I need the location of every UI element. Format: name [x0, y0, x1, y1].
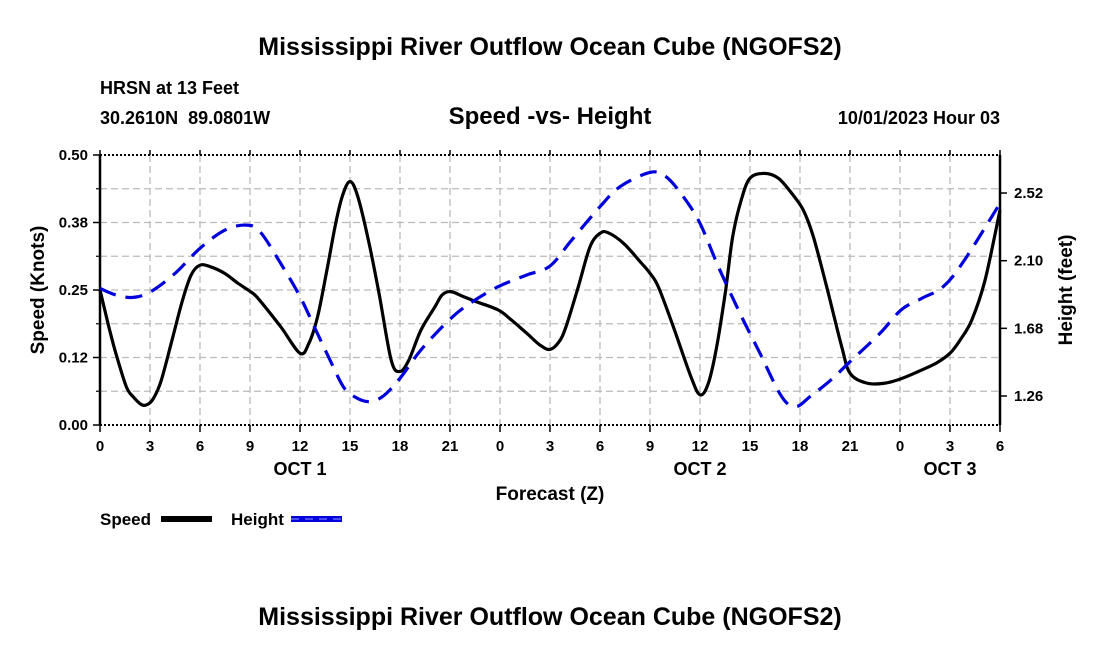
- x-tick-label: 12: [292, 438, 309, 455]
- x-tick-label: 3: [946, 438, 954, 455]
- x-tick-label: 0: [496, 438, 504, 455]
- y2-tick-label: 1.68: [1014, 320, 1043, 337]
- y-tick-label: 0.25: [59, 282, 88, 299]
- chart-title: Mississippi River Outflow Ocean Cube (NG…: [258, 33, 841, 61]
- x-tick-label: 15: [742, 438, 759, 455]
- x-tick-label: 18: [792, 438, 809, 455]
- y2-tick-label: 1.26: [1014, 388, 1043, 405]
- y-tick-label: 0.00: [59, 417, 88, 434]
- x-tick-label: 3: [546, 438, 554, 455]
- y-axis-label: Speed (Knots): [28, 226, 49, 355]
- x-day-label: OCT 3: [923, 459, 976, 479]
- x-tick-label: 6: [596, 438, 604, 455]
- x-tick-label: 21: [842, 438, 859, 455]
- x-tick-label: 3: [146, 438, 154, 455]
- legend-label-height: Height: [231, 510, 284, 529]
- x-tick-label: 15: [342, 438, 359, 455]
- x-tick-label: 0: [896, 438, 904, 455]
- x-tick-label: 0: [96, 438, 104, 455]
- legend-swatch-speed: [161, 516, 212, 522]
- station-label: HRSN at 13 Feet: [100, 78, 239, 98]
- x-day-label: OCT 2: [673, 459, 726, 479]
- y-tick-label: 0.12: [59, 350, 88, 367]
- y2-tick-label: 2.10: [1014, 253, 1043, 270]
- y2-tick-label: 2.52: [1014, 185, 1043, 202]
- x-tick-label: 6: [196, 438, 204, 455]
- x-tick-label: 12: [692, 438, 709, 455]
- x-tick-label: 9: [246, 438, 254, 455]
- legend: Speed Height: [100, 510, 342, 529]
- footer-title: Mississippi River Outflow Ocean Cube (NG…: [258, 603, 841, 631]
- chart-subtitle: Speed -vs- Height: [449, 103, 652, 130]
- legend-label-speed: Speed: [100, 510, 151, 529]
- axes: 0 3 6 9 12 15 18 21 0 3 6 9 12 15 18 21 0 3 6 OCT 1 OCT 2 OCT…: [59, 147, 1043, 479]
- x-tick-label: 18: [392, 438, 409, 455]
- datetime-label: 10/01/2023 Hour 03: [838, 108, 1000, 128]
- y2-axis-label: Height (feet): [1056, 235, 1077, 346]
- series-line-height: [99, 170, 1002, 409]
- x-day-label: OCT 1: [273, 459, 326, 479]
- legend-swatch-height: [291, 516, 342, 522]
- grid: [100, 155, 1000, 425]
- x-tick-label: 9: [646, 438, 654, 455]
- x-axis-label: Forecast (Z): [496, 484, 605, 505]
- x-tick-label: 21: [442, 438, 459, 455]
- x-tick-label: 6: [996, 438, 1004, 455]
- location-label: 30.2610N 89.0801W: [100, 108, 270, 128]
- y-tick-label: 0.50: [59, 147, 88, 164]
- y-tick-label: 0.38: [59, 215, 88, 232]
- series-line-speed: [98, 171, 1002, 408]
- series-group: [98, 170, 1002, 409]
